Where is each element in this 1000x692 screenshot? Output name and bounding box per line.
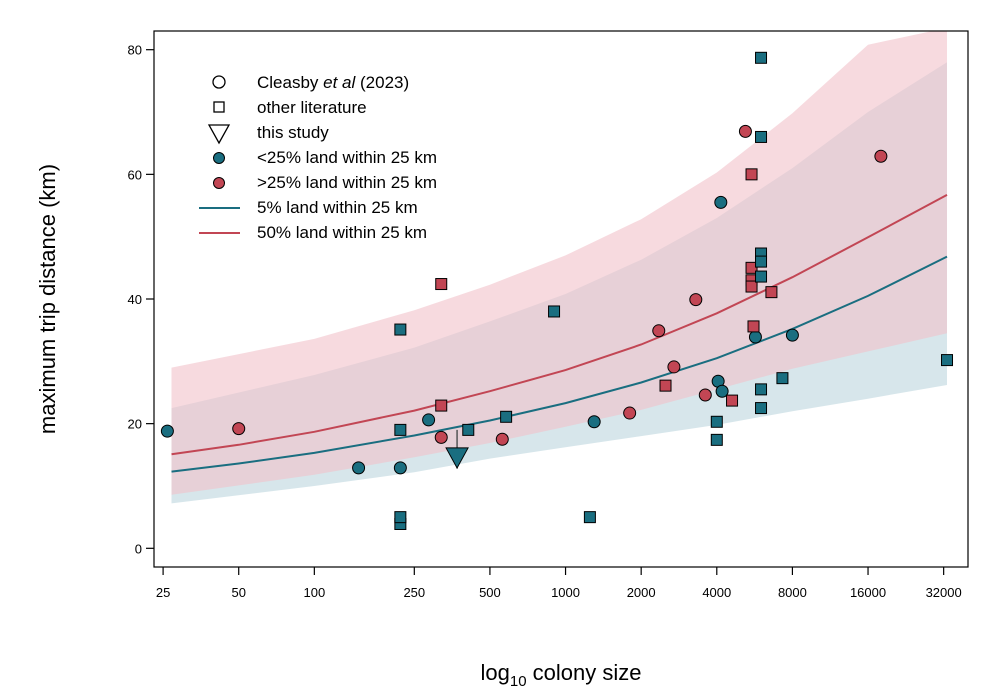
x-tick-label-16000: 16000 [850,585,886,600]
point-circle-9 [623,406,637,420]
legend-open-circle-icon [212,75,226,89]
legend-label-5pct: 5% land within 25 km [257,198,418,217]
x-axis: 25 50 100 250 500 1000 2000 4000 8000 16000 32000 [156,567,962,600]
y-tick-label-40: 40 [128,292,142,307]
point-square-43 [755,255,768,268]
y-tick-label-20: 20 [128,417,142,432]
point-square-39 [747,320,760,333]
x-axis-title-subscript: 10 [510,673,527,690]
point-square-24 [394,323,407,336]
fit-lines [171,194,948,473]
x-tick-label-250: 250 [403,585,425,600]
point-square-45 [755,383,768,396]
point-circle-7 [495,432,509,446]
x-tick-label-8000: 8000 [778,585,807,600]
point-triangle-this-study [445,447,469,469]
legend-label-50pct: 50% land within 25 km [257,223,427,242]
point-square-46 [755,402,768,415]
point-square-35 [745,168,758,181]
x-tick-label-100: 100 [303,585,325,600]
point-square-30 [583,511,596,524]
legend-open-triangle-icon [207,124,231,145]
point-square-48 [776,372,789,385]
point-square-33 [710,415,723,428]
point-circle-13 [698,388,712,402]
point-square-47 [765,286,778,299]
x-tick-label-500: 500 [479,585,501,600]
x-axis-title-log: log [481,660,510,685]
x-tick-label-1000: 1000 [551,585,580,600]
point-circle-16 [714,195,728,209]
point-square-23 [394,423,407,436]
point-circle-5 [422,413,436,427]
legend-open-square-icon [213,101,225,113]
x-tick-label-32000: 32000 [926,585,962,600]
legend-label-cleasby: Cleasby et al (2023) [257,73,409,92]
point-circle-10 [652,324,666,338]
point-square-28 [500,410,513,423]
x-tick-label-2000: 2000 [627,585,656,600]
point-circle-3 [352,461,366,475]
legend-label-this-study: this study [257,123,329,142]
point-square-49 [941,354,954,367]
point-circle-17 [738,124,752,138]
data-points [160,51,954,530]
point-circle-8 [587,415,601,429]
legend-label-lt25: <25% land within 25 km [257,148,437,167]
point-circle-15 [715,384,729,398]
point-circle-12 [689,293,703,307]
fit-line-2 [171,194,948,456]
fit-line-1 [171,255,948,473]
point-square-36 [745,261,758,274]
x-axis-title: log10 colony size [481,660,642,690]
point-circle-2 [232,422,246,436]
point-square-29 [548,305,561,318]
point-square-40 [755,51,768,64]
point-square-44 [755,270,768,283]
point-circle-19 [785,328,799,342]
point-circle-11 [667,360,681,374]
legend-teal-circle-icon [213,152,225,164]
point-square-38 [745,280,758,293]
y-tick-label-60: 60 [128,167,142,182]
x-tick-label-25: 25 [156,585,170,600]
legend-label-gt25: >25% land within 25 km [257,173,437,192]
legend-red-circle-icon [213,177,225,189]
x-axis-title-rest: colony size [527,660,642,685]
point-circle-20 [874,149,888,163]
point-square-34 [726,394,739,407]
point-square-26 [435,278,448,291]
ci-band-2 [171,31,947,495]
point-circle-18 [748,330,762,344]
point-circle-4 [393,461,407,475]
y-tick-label-80: 80 [128,43,142,58]
x-tick-label-50: 50 [231,585,245,600]
legend-label-other-literature: other literature [257,98,367,117]
point-square-32 [710,433,723,446]
point-square-22 [394,511,407,524]
point-square-31 [659,379,672,392]
point-circle-6 [434,430,448,444]
y-tick-label-0: 0 [135,541,142,556]
point-square-41 [755,130,768,143]
legend: Cleasby et al (2023) other literature th… [199,73,437,242]
confidence-bands [171,31,947,504]
x-tick-label-4000: 4000 [702,585,731,600]
y-axis: 0 20 40 60 80 [128,43,154,556]
point-square-27 [462,423,475,436]
point-square-25 [435,399,448,412]
y-axis-title: maximum trip distance (km) [35,164,60,434]
point-circle-1 [160,424,174,438]
